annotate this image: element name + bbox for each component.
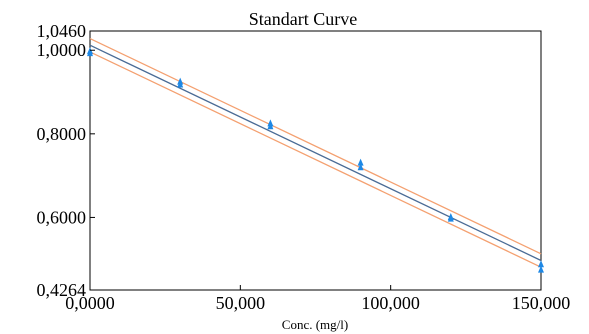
x-tick-label: 100,000 bbox=[361, 293, 420, 313]
upper-bound-line bbox=[89, 37, 542, 255]
y-tick-label: 0,4264 bbox=[37, 280, 87, 300]
x-axis-ticks: 0,0000 50,000 100,000 150,000 bbox=[65, 285, 570, 313]
data-points bbox=[87, 47, 544, 273]
x-axis-label: Conc. (mg/l) bbox=[282, 317, 348, 332]
lower-bound-line bbox=[89, 51, 542, 268]
data-point-marker bbox=[177, 80, 184, 88]
data-point-marker bbox=[357, 163, 364, 171]
x-tick-label: 150,000 bbox=[512, 293, 571, 313]
y-tick-label: 0,8000 bbox=[37, 124, 87, 144]
chart-title: Standart Curve bbox=[249, 9, 357, 29]
data-point-marker bbox=[267, 122, 274, 130]
y-tick-label: 1,0460 bbox=[37, 21, 87, 41]
plot-frame bbox=[89, 30, 542, 291]
data-point-marker bbox=[357, 158, 364, 166]
data-point-marker bbox=[538, 265, 544, 273]
data-point-marker bbox=[87, 49, 93, 57]
y-tick-label: 1,0000 bbox=[37, 40, 87, 60]
series-lines bbox=[89, 37, 542, 268]
x-tick-label: 0,0000 bbox=[65, 293, 115, 313]
x-tick-label: 50,000 bbox=[216, 293, 266, 313]
regression-line bbox=[89, 44, 542, 262]
data-point-marker bbox=[447, 214, 454, 222]
data-point-marker bbox=[538, 260, 544, 268]
y-tick-label: 0,6000 bbox=[37, 207, 87, 227]
